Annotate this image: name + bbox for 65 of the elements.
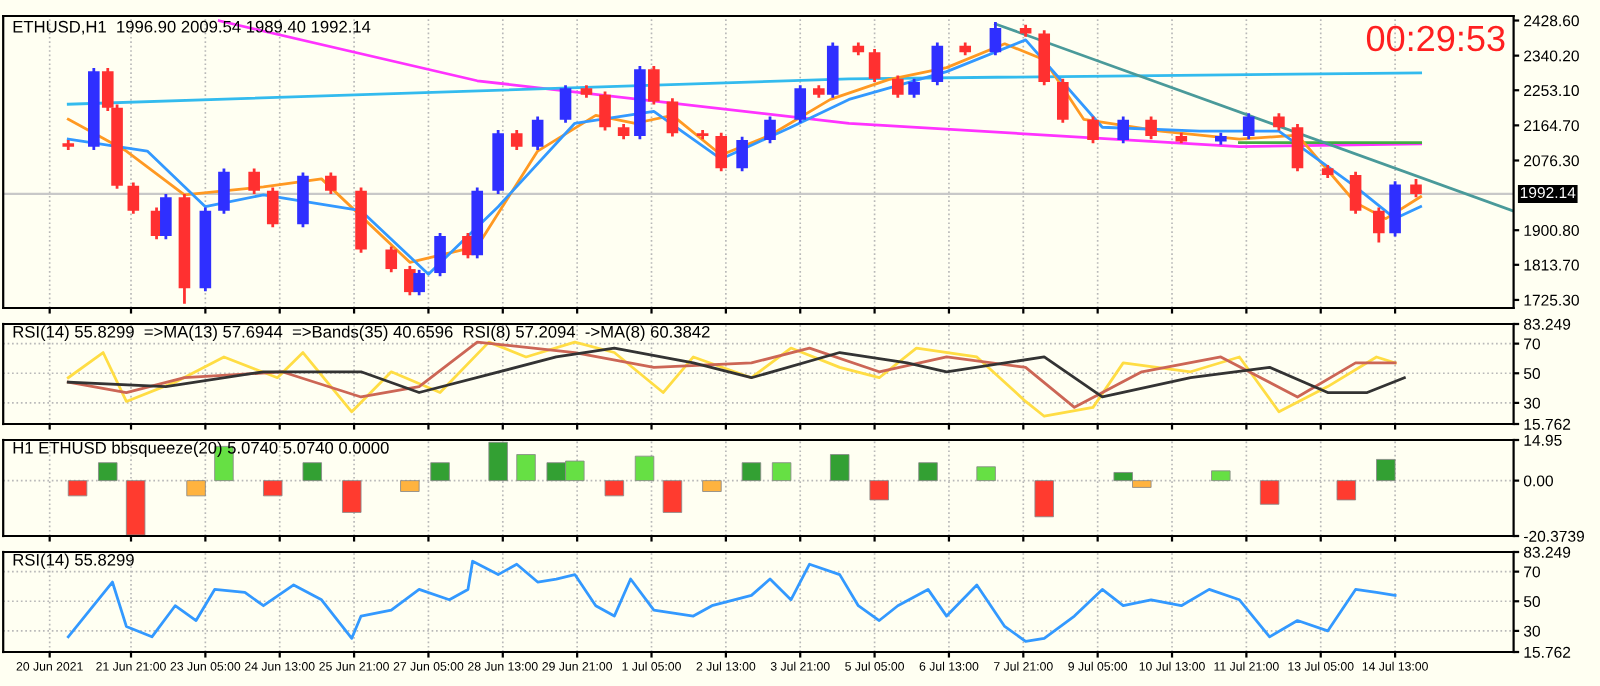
bar: [976, 466, 996, 482]
bar: [702, 480, 722, 492]
chart-title: RSI(14) 55.8299 =>MA(13) 57.6944 =>Bands(35) 40.6596 RSI(8) 57.2094 ->MA(8) 60.3842: [13, 325, 710, 342]
bar: [1211, 470, 1231, 482]
candlestick: [892, 74, 904, 100]
chart-title: H1 ETHUSD bbsqueeze(20) 5.0740 5.0740 0.0000: [13, 441, 389, 457]
bar: [488, 441, 508, 482]
bar: [67, 480, 88, 497]
candlestick: [1117, 115, 1130, 145]
bar: [302, 462, 322, 482]
bar: [634, 455, 655, 482]
bar: [1376, 459, 1396, 482]
candlestick: [559, 83, 572, 125]
candlestick: [510, 128, 523, 152]
bar: [741, 462, 762, 482]
bar: [430, 462, 450, 482]
bar: [1336, 480, 1357, 501]
bar: [869, 480, 889, 501]
bar: [662, 480, 683, 513]
candlestick: [648, 64, 660, 106]
bar: [186, 480, 206, 497]
candlestick: [931, 41, 944, 87]
candlestick: [218, 167, 230, 216]
candlestick: [599, 90, 611, 132]
candlestick: [908, 77, 920, 100]
candlestick: [989, 20, 1002, 57]
annotation: 00:29:53: [1366, 25, 1505, 52]
candlestick: [434, 231, 446, 278]
bar: [1034, 480, 1054, 518]
bar: [830, 454, 850, 482]
bar: [98, 462, 118, 482]
line-series: [66, 346, 1406, 399]
candlestick: [266, 186, 279, 229]
candlestick: [248, 167, 260, 196]
bar: [516, 454, 536, 482]
bar: [342, 480, 362, 513]
bar: [1259, 480, 1280, 505]
chart-title: RSI(14) 55.8299: [13, 553, 134, 570]
bar: [771, 462, 792, 482]
candlestick: [127, 181, 140, 216]
candlestick: [1087, 115, 1099, 145]
candlestick: [1291, 122, 1304, 173]
candlestick: [325, 171, 337, 196]
candlestick: [1349, 170, 1362, 216]
candlestick: [1410, 177, 1422, 199]
bar: [918, 462, 938, 482]
candlestick: [1242, 111, 1255, 141]
chart-title: ETHUSD,H1 1996.90 2009.54 1989.40 1992.14: [13, 20, 371, 35]
candlestick: [666, 96, 679, 138]
bar: [400, 480, 420, 492]
bar: [125, 480, 146, 536]
candlestick: [764, 115, 776, 145]
candlestick: [868, 47, 881, 84]
candlestick: [385, 245, 398, 274]
candlestick: [531, 115, 544, 152]
bar: [263, 480, 283, 497]
candlestick: [794, 83, 807, 125]
candlestick: [1145, 115, 1157, 141]
candlestick: [1056, 77, 1069, 125]
candlestick: [736, 135, 748, 173]
candlestick: [160, 192, 172, 241]
candlestick: [715, 131, 728, 173]
candlestick: [1373, 206, 1385, 244]
candlestick: [413, 268, 425, 297]
bar: [604, 480, 625, 497]
